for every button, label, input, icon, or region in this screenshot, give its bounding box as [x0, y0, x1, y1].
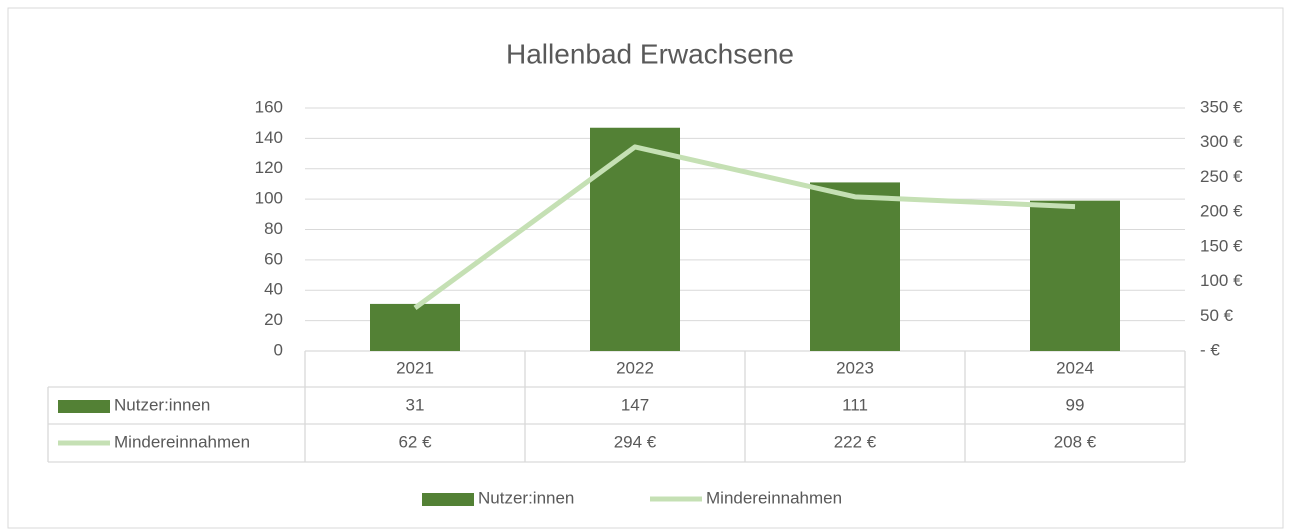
- y-tick-label: 140: [255, 128, 283, 147]
- table-cell: 147: [621, 395, 649, 414]
- table-legend-key: [58, 400, 110, 413]
- y-tick-label: 0: [274, 340, 283, 359]
- y-tick-label: 160: [255, 97, 283, 116]
- table-cell: 111: [842, 395, 868, 414]
- table-cell: 31: [406, 395, 425, 414]
- y-tick-label: 40: [264, 280, 283, 299]
- y2-tick-label: 250 €: [1200, 167, 1243, 186]
- y-tick-label: 120: [255, 158, 283, 177]
- y2-tick-label: 150 €: [1200, 236, 1243, 255]
- x-tick-label: 2022: [616, 358, 654, 377]
- legend-key: [422, 493, 474, 506]
- table-row-label: Mindereinnahmen: [114, 432, 250, 451]
- bar: [810, 182, 900, 351]
- table-cell: 62 €: [398, 432, 432, 451]
- x-tick-label: 2021: [396, 358, 434, 377]
- y-tick-label: 80: [264, 219, 283, 238]
- bar: [370, 303, 460, 351]
- table-cell: 99: [1066, 395, 1085, 414]
- y2-tick-label: 350 €: [1200, 97, 1243, 116]
- y2-tick-label: 100 €: [1200, 271, 1243, 290]
- x-tick-label: 2023: [836, 358, 874, 377]
- table-cell: 222 €: [834, 432, 877, 451]
- legend-label: Nutzer:innen: [478, 488, 574, 507]
- bar: [590, 127, 680, 352]
- legend-label: Mindereinnahmen: [706, 488, 842, 507]
- chart-title: Hallenbad Erwachsene: [506, 38, 794, 69]
- y2-tick-label: 50 €: [1200, 306, 1234, 325]
- bar: [1030, 200, 1120, 351]
- line: [413, 144, 1076, 310]
- y2-tick-label: - €: [1200, 340, 1220, 359]
- y2-tick-label: 300 €: [1200, 132, 1243, 151]
- table-row-label: Nutzer:innen: [114, 395, 210, 414]
- y-tick-label: 20: [264, 310, 283, 329]
- y2-tick-label: 200 €: [1200, 202, 1243, 221]
- table-cell: 208 €: [1054, 432, 1097, 451]
- x-tick-label: 2024: [1056, 358, 1094, 377]
- table-cell: 294 €: [614, 432, 657, 451]
- y-tick-label: 100: [255, 189, 283, 208]
- y-tick-label: 60: [264, 249, 283, 268]
